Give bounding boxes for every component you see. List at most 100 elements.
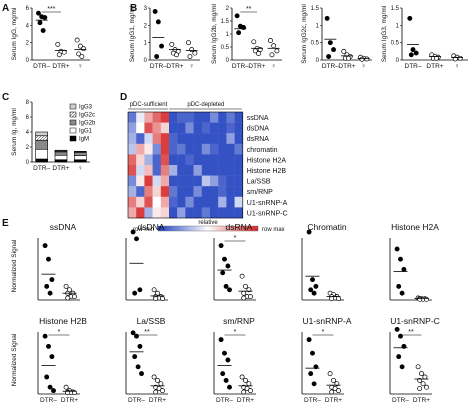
heatmap-cell [152,196,161,208]
data-point [139,371,144,377]
data-point [313,283,319,289]
data-point [415,364,421,370]
data-point [137,287,143,293]
heatmap-cell [128,112,137,123]
y-tick-label: 0 [226,58,230,64]
bar-segment-igg2b [54,151,68,156]
heatmap-cell [201,175,211,187]
data-point [153,296,159,302]
y-tick-label: 0 [316,58,320,64]
heatmap-cell [144,196,153,208]
data-point [225,357,231,363]
heatmap-cell [169,133,178,144]
y-tick-label: 1.5 [391,6,400,12]
data-point [42,333,48,339]
heatmap-cell [169,186,178,197]
data-point [49,277,55,283]
legend-label: IgG1 [79,129,93,135]
signal-plot: Histone H2B * DTR– DTR+ [37,316,87,404]
data-point [152,9,158,14]
subplot-title: sm/RNP [223,316,255,326]
heatmap-cell [185,112,194,123]
data-point [341,48,347,54]
heatmap-row-label: chromatin [247,147,278,154]
data-point [218,337,224,343]
x-category-label: ♀ [361,63,366,70]
subplot-title: dsDNA [138,222,165,232]
data-point [457,55,463,61]
x-category-label: DTR+ [166,63,183,70]
data-point [396,354,402,360]
data-point [186,40,191,46]
significance-label: *** [47,6,55,13]
heatmap-cell [169,143,178,155]
heatmap-cell [136,186,145,197]
heatmap-cell [177,175,186,187]
data-point [327,40,333,46]
heatmap-cell [193,112,202,123]
x-category-label: DTR– [216,397,233,404]
heatmap-cell [160,112,170,123]
heatmap-cell [193,186,202,197]
heatmap-cell [152,154,161,166]
data-point [192,50,198,56]
legend-label: IgG2b [79,121,96,127]
heatmap-cell [226,186,235,197]
y-tick-label: 1 [226,32,230,38]
data-point [151,287,157,293]
heatmap-row-label: U1-snRNP-C [247,210,288,217]
heatmap-cell [218,207,227,219]
heatmap-d: ssDNA dsDNA dsRNA chromatin Histone H2A Histo… [127,102,288,233]
stacked-bar-chart-c: 0 2 4 6 8 DTR– DTR+ ♀ Serum Ig, mg/ml IgG3 IgG2c Ig… [11,100,96,172]
panel-label-b: B [130,3,137,14]
heatmap-cell [210,196,219,208]
data-point [135,364,141,370]
heatmap-cell [160,133,170,144]
heatmap-cell [169,122,178,134]
subplot-title: Histone H2A [391,222,439,232]
heatmap-cell [218,175,227,187]
data-point [79,54,85,59]
heatmap-row-label: U1-snRNP-A [247,200,288,207]
data-point [410,47,416,53]
data-point [227,287,232,293]
y-tick-label: 4 [26,23,30,29]
heatmap-cell [218,112,227,123]
bar-segment-igg2b [74,151,87,156]
bar-segment-igg2b [35,139,48,150]
data-point [222,350,227,356]
data-point [218,243,224,249]
heatmap-cell [144,186,153,197]
column-group-label: pDC-depleted [187,102,224,108]
heatmap-cell [218,122,227,134]
y-tick-label: 1.5 [221,19,230,25]
dot-plot-b1: 0 1 2 3 DTR– DTR+ ♀ Serum IgG1, mg/ml [129,5,200,70]
data-point [160,388,165,394]
y-tick-label: 0.5 [391,41,400,47]
bar-segment-igg1 [74,155,87,161]
heatmap-cell [136,112,145,123]
heatmap-cell [218,143,227,155]
heatmap-row-label: ssDNA [247,115,269,122]
heatmap-cell [160,154,170,166]
y-tick-label: 1 [316,23,320,29]
data-point [55,41,61,47]
x-category-label: DTR– [322,63,339,70]
data-point [346,55,351,61]
heatmap-cell [201,207,211,219]
data-point [76,51,82,57]
signal-plot: Histone H2A [389,222,439,302]
data-point [241,290,247,296]
data-point [63,384,69,390]
x-category-label: ♀ [78,63,83,70]
data-point [220,371,226,377]
data-point [248,388,253,394]
heatmap-cell [185,122,194,134]
dot-plot-b2: 0 0.5 1 1.5 2 DTR– DTR+ ♀ Serum IgG2b, mg/ml ** [211,3,282,70]
data-point [56,52,62,58]
data-point [234,13,240,19]
heatmap-cell [128,207,137,219]
heatmap-cell [177,196,186,208]
